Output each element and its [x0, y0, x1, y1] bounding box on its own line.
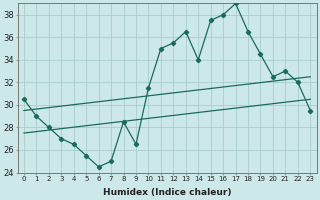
X-axis label: Humidex (Indice chaleur): Humidex (Indice chaleur)	[103, 188, 231, 197]
